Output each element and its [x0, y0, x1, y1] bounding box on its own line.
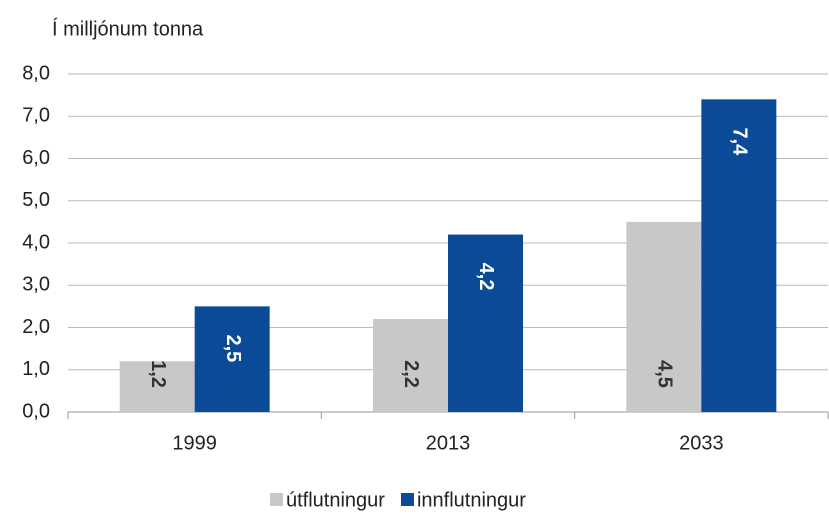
data-label: 7,4: [729, 127, 751, 156]
y-tick-label: 5,0: [22, 189, 50, 211]
bar: [194, 306, 270, 412]
y-tick-label: 3,0: [22, 274, 50, 296]
x-tick-label: 2013: [426, 432, 471, 454]
data-label: 2,2: [400, 360, 422, 388]
y-tick-label: 6,0: [22, 147, 50, 169]
chart-title: Í milljónum tonna: [52, 17, 204, 40]
x-tick-label: 1999: [172, 432, 217, 454]
bar: [119, 361, 195, 412]
data-label: 4,5: [654, 360, 676, 388]
y-tick-label: 0,0: [22, 400, 50, 422]
data-label: 4,2: [475, 263, 497, 291]
y-tick-label: 7,0: [22, 105, 50, 127]
x-tick-label: 2033: [679, 432, 724, 454]
data-label: 1,2: [147, 360, 169, 388]
bar: [701, 99, 777, 412]
legend-label: útflutningur: [286, 489, 385, 511]
legend-label: innflutningur: [417, 489, 526, 511]
legend-swatch: [400, 493, 414, 506]
bar: [373, 319, 448, 412]
y-tick-label: 2,0: [22, 316, 50, 338]
data-label: 2,5: [222, 334, 244, 362]
y-tick-label: 8,0: [22, 62, 50, 84]
y-tick-label: 4,0: [22, 231, 50, 253]
bar: [448, 234, 523, 412]
y-tick-label: 1,0: [22, 358, 50, 380]
bar: [626, 221, 702, 412]
legend-swatch: [270, 493, 283, 506]
